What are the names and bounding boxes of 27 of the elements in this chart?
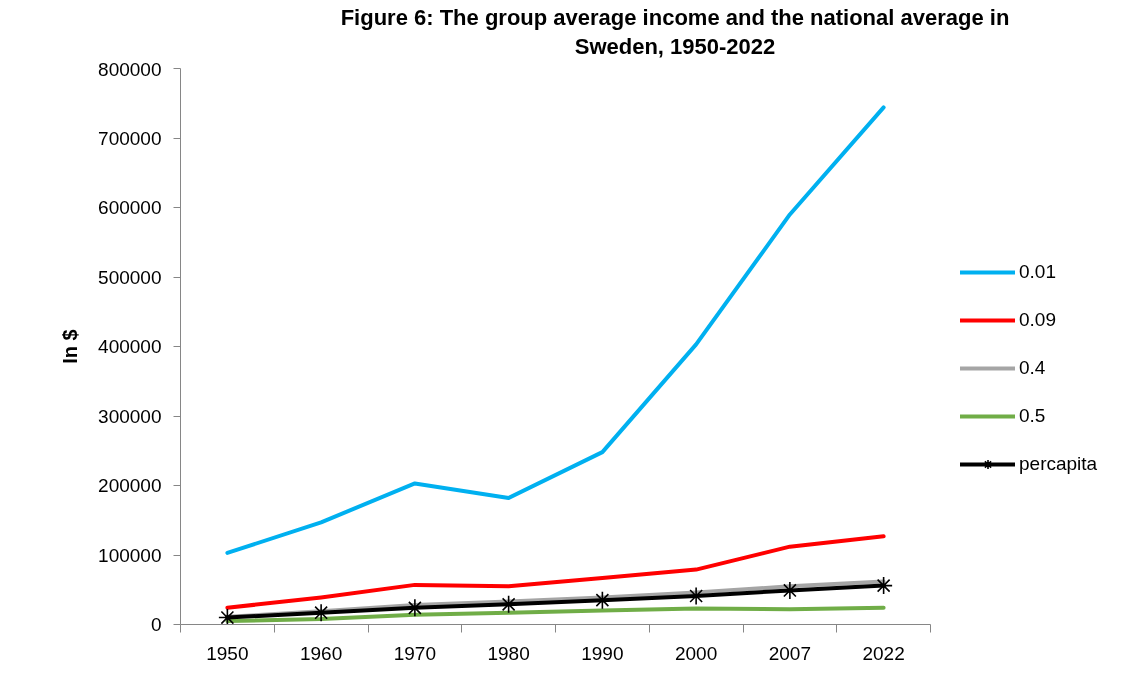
y-tick-label: 400000 <box>98 336 162 357</box>
y-tick-label: 200000 <box>98 475 162 496</box>
y-axis-title: In $ <box>59 329 82 364</box>
line-series <box>225 605 886 624</box>
x-tick-label: 1970 <box>393 642 437 664</box>
line-series <box>225 534 886 610</box>
legend-label: percapita <box>1019 453 1098 475</box>
y-tick-label: 700000 <box>98 127 162 149</box>
line-series <box>225 105 886 555</box>
chart-title: Figure 6: The group average income and the national average in Sweden, 1950-2022 <box>339 4 1011 61</box>
x-tick-label: 2007 <box>768 642 812 664</box>
y-tick-label: 0 <box>150 614 162 635</box>
legend-label: 0.01 <box>1019 261 1056 283</box>
y-tick-label: 600000 <box>98 197 162 218</box>
legend-label: 0.09 <box>1019 309 1056 331</box>
y-tick-label: 300000 <box>98 405 162 427</box>
x-tick-label: 2000 <box>674 642 718 664</box>
x-tick-label: 1960 <box>299 642 343 664</box>
y-tick-label: 100000 <box>98 544 162 566</box>
y-tick-label: 800000 <box>98 58 162 80</box>
legend-label: 0.5 <box>1019 405 1046 427</box>
x-tick-label: 1980 <box>487 642 530 664</box>
x-tick-label: 2022 <box>862 642 905 664</box>
x-tick-label: 1990 <box>581 642 624 664</box>
legend-label: 0.4 <box>1019 357 1046 379</box>
x-tick-label: 1950 <box>206 642 249 664</box>
y-tick-label: 500000 <box>98 266 162 288</box>
